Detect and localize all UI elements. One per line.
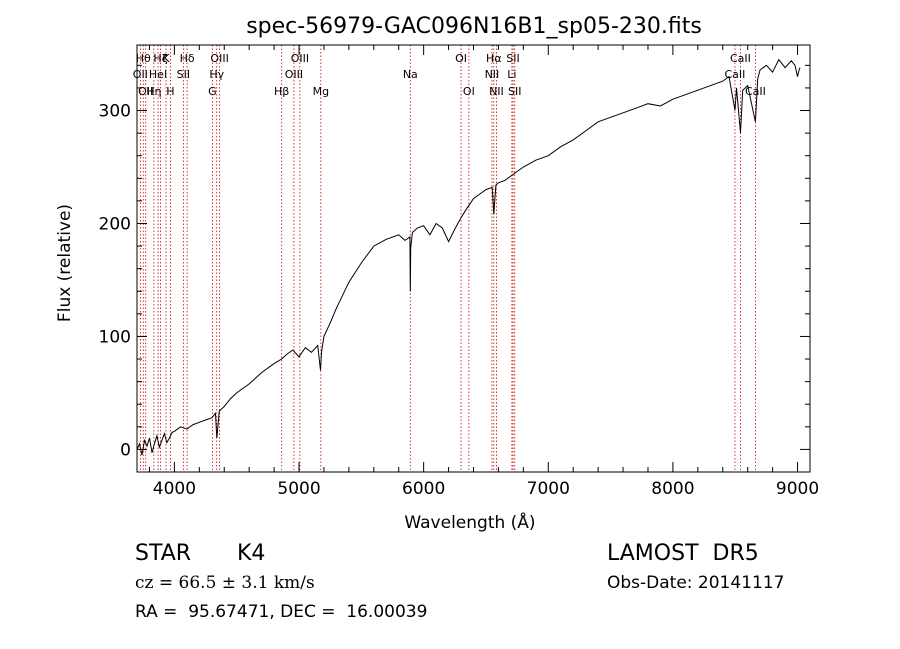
x-tick-label: 8000 — [651, 479, 694, 499]
x-tick-label: 7000 — [527, 479, 570, 499]
x-axis-ticks: 4000 5000 6000 7000 8000 9000 — [148, 45, 819, 499]
y-tick-label: 0 — [120, 440, 131, 460]
line-marker-label: CaII — [725, 68, 746, 81]
object-subclass: K4 — [237, 541, 266, 566]
line-marker-label: CaII — [745, 85, 766, 98]
line-marker-label: OIII — [291, 52, 309, 65]
chart-title: spec-56979-GAC096N16B1_sp05-230.fits — [246, 14, 702, 39]
line-marker-label: Hζ — [153, 52, 167, 65]
redshift-text: cz = 66.5 ± 3.1 km/s — [135, 573, 315, 593]
line-marker-label: Mg — [313, 85, 329, 98]
line-marker-label: OI — [455, 52, 467, 65]
line-marker-label: OIII — [210, 52, 228, 65]
object-class: STAR — [135, 541, 192, 566]
plot-frame — [136, 44, 811, 473]
line-marker-label: NII — [485, 68, 500, 81]
coordinates: RA = 95.67471, DEC = 16.00039 — [135, 602, 428, 622]
survey-name: LAMOST DR5 — [607, 541, 759, 566]
line-marker-label: OI — [463, 85, 475, 98]
y-axis-label: Flux (relative) — [55, 204, 75, 322]
line-marker-label: OIII — [285, 68, 303, 81]
line-marker-label: CaII — [730, 52, 751, 65]
obs-date: Obs-Date: 20141117 — [607, 573, 785, 593]
line-marker-label: Na — [403, 68, 418, 81]
line-marker-label: HeI — [149, 68, 167, 81]
line-marker-label: Hδ — [180, 52, 195, 65]
spectrum-line — [136, 58, 801, 456]
line-marker-label: SII — [508, 85, 521, 98]
line-marker-label: Hα — [486, 52, 502, 65]
y-tick-label: 300 — [99, 102, 131, 122]
y-tick-label: 100 — [99, 327, 131, 347]
line-markers — [139, 45, 756, 472]
x-tick-label: 4000 — [153, 479, 196, 499]
line-marker-label: Hθ — [136, 52, 151, 65]
line-marker-label: SII — [177, 68, 190, 81]
y-tick-label: 200 — [99, 214, 131, 234]
x-tick-label: 5000 — [277, 479, 320, 499]
line-marker-label: NII — [489, 85, 504, 98]
line-marker-label: K — [162, 52, 170, 65]
line-marker-label: SII — [506, 52, 519, 65]
x-tick-label: 9000 — [776, 479, 819, 499]
line-marker-label: Li — [507, 68, 516, 81]
line-marker-labels: OIIHθOIIHηHeIHζKHSIIHδGHγOIIIHβOIIIOIIIM… — [133, 52, 766, 98]
line-marker-label: Hγ — [209, 68, 224, 81]
line-marker-label: H — [166, 85, 174, 98]
line-marker-label: Hη — [146, 85, 161, 98]
line-marker-label: G — [208, 85, 217, 98]
x-axis-label: Wavelength (Å) — [404, 511, 535, 533]
line-marker-label: OII — [133, 68, 148, 81]
y-axis-ticks: 0 100 200 300 — [99, 64, 810, 473]
line-marker-label: Hβ — [274, 85, 289, 98]
x-tick-label: 6000 — [402, 479, 445, 499]
